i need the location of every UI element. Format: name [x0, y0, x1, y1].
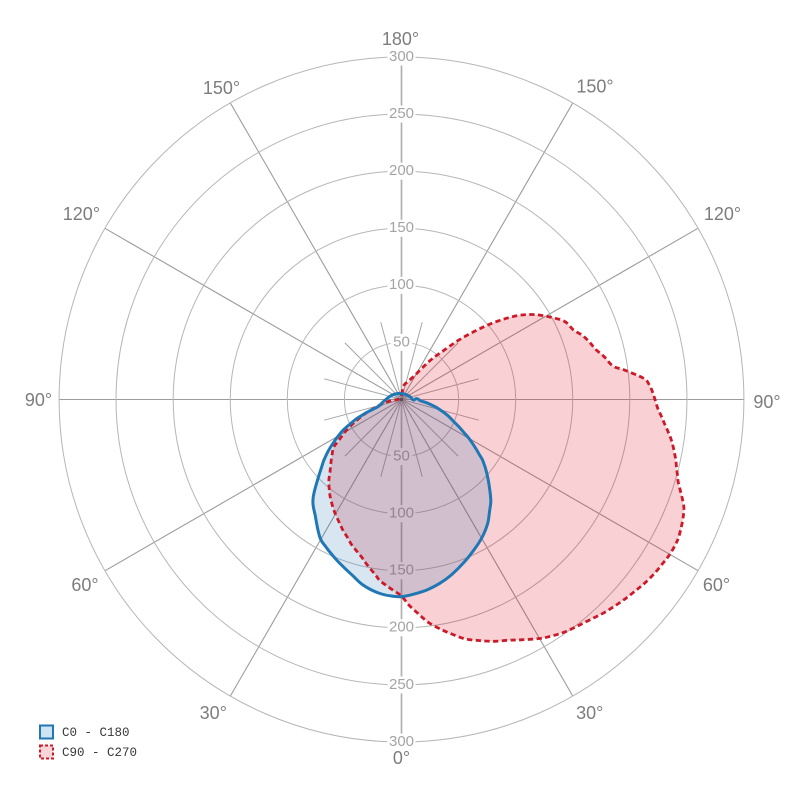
svg-text:0°: 0°: [393, 748, 410, 768]
svg-text:200: 200: [389, 619, 414, 636]
svg-text:150°: 150°: [203, 78, 240, 98]
svg-text:200: 200: [389, 162, 414, 179]
svg-text:180°: 180°: [382, 29, 419, 49]
svg-text:250: 250: [389, 676, 414, 693]
svg-text:C90 - C270: C90 - C270: [62, 746, 137, 760]
svg-text:60°: 60°: [703, 575, 730, 595]
svg-text:60°: 60°: [71, 575, 98, 595]
svg-text:300: 300: [389, 733, 414, 750]
svg-text:50: 50: [393, 333, 410, 350]
svg-text:90°: 90°: [753, 392, 780, 412]
svg-text:120°: 120°: [704, 204, 741, 224]
svg-text:150°: 150°: [576, 77, 613, 97]
svg-text:150: 150: [389, 219, 414, 236]
svg-text:300: 300: [389, 48, 414, 65]
svg-text:30°: 30°: [200, 703, 227, 723]
svg-text:90°: 90°: [25, 390, 52, 410]
svg-text:250: 250: [389, 105, 414, 122]
svg-text:30°: 30°: [576, 703, 603, 723]
svg-text:120°: 120°: [63, 204, 100, 224]
svg-text:100: 100: [389, 276, 414, 293]
svg-text:C0 - C180: C0 - C180: [62, 726, 130, 740]
svg-text:50: 50: [393, 448, 410, 465]
svg-text:150: 150: [389, 562, 414, 579]
svg-text:100: 100: [389, 505, 414, 522]
